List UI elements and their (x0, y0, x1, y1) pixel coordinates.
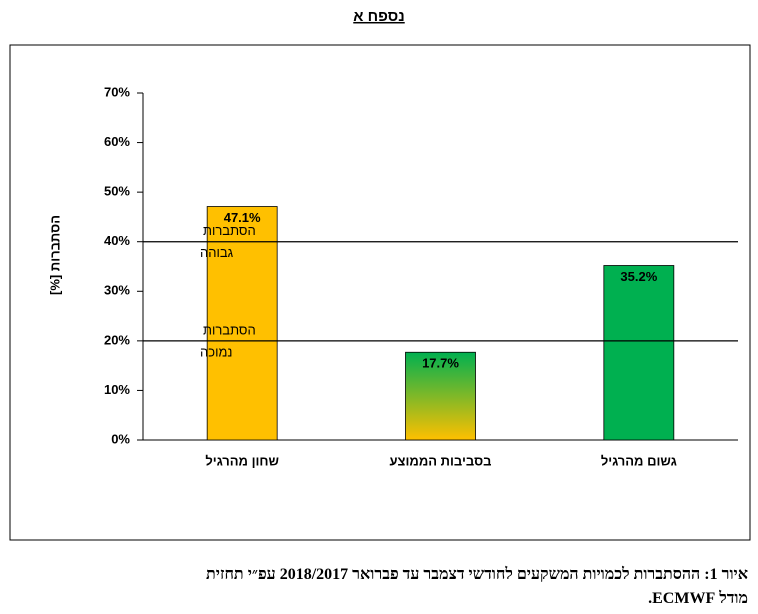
y-tick-label: 30% (104, 283, 130, 298)
y-tick-label: 10% (104, 382, 130, 397)
reference-label: נמוכה (200, 344, 232, 359)
bar (603, 265, 675, 441)
chart-frame (9, 44, 751, 541)
y-tick-label: 60% (104, 134, 130, 149)
reference-label: הסתברות (203, 322, 256, 337)
x-tick-label: בסביבות הממוצע (390, 453, 492, 468)
y-tick-label: 0% (111, 431, 130, 446)
reference-label: גבוהה (200, 245, 234, 260)
y-tick-label: 70% (104, 84, 130, 99)
bar (206, 206, 278, 441)
caption: איור 1: ההסתברות לכמויות המשקעים לחודשי … (206, 566, 748, 583)
reference-label: הסתברות (203, 223, 256, 238)
data-label: 35.2% (620, 269, 657, 284)
bar (405, 351, 476, 441)
caption: מודל ECMWF. (648, 590, 748, 607)
chart-title: נספח א (353, 8, 404, 25)
data-label: 17.7% (422, 356, 459, 371)
x-tick-label: שחון מהרגיל (205, 453, 279, 468)
x-tick-label: גשום מהרגיל (601, 453, 677, 468)
y-tick-label: 50% (104, 184, 130, 199)
chart: נספח א [%] הסתברות 0% 10% 20% 30% 40% 50% 60% 7… (9, 8, 751, 541)
data-label: 47.1% (224, 210, 261, 225)
y-tick-label: 20% (104, 332, 130, 347)
y-tick-label: 40% (104, 233, 130, 248)
y-axis-title: [%] הסתברות (47, 215, 62, 295)
